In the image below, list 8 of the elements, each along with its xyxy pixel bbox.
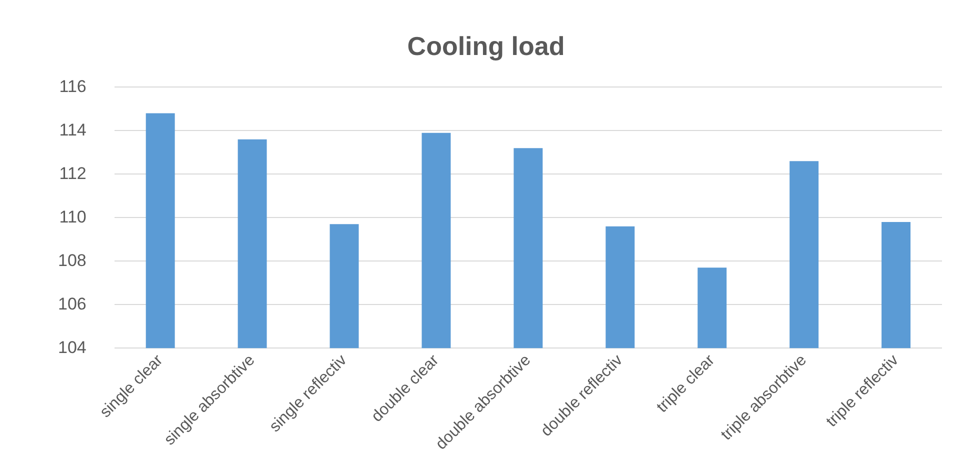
chart-title: Cooling load	[407, 30, 565, 61]
y-tick-label: 112	[59, 164, 86, 183]
y-tick-label: 114	[59, 120, 86, 140]
y-tick-label: 110	[59, 207, 86, 226]
y-tick-label: 106	[58, 294, 86, 314]
y-tick-label: 104	[58, 338, 86, 357]
y-tick-label: 116	[59, 76, 86, 96]
y-tick-label: 108	[58, 250, 86, 270]
